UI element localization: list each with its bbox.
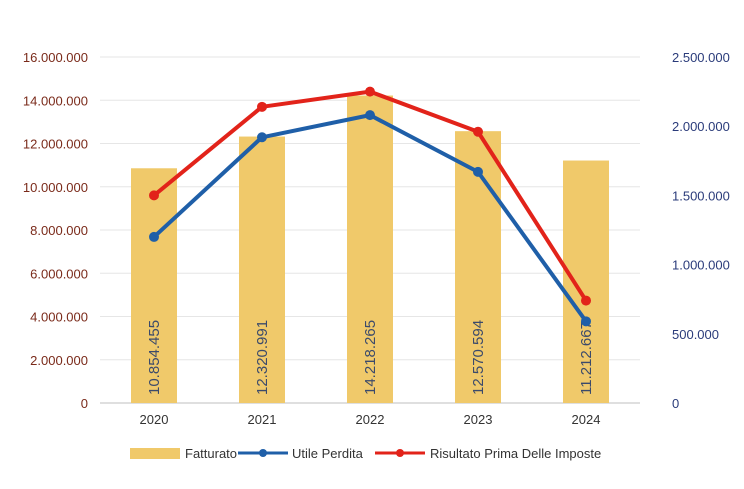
bar-label-2024: 11.212.667 [578, 321, 595, 395]
y-left-tick-label: 16.000.000 [23, 50, 88, 65]
point-risultato-prima-delle-imposte-2020 [149, 190, 159, 201]
y-left-tick-label: 2.000.000 [30, 353, 88, 368]
y-right-tick-label: 1.500.000 [672, 188, 730, 203]
y-right-tick-label: 2.500.000 [672, 50, 730, 65]
y-axis-left: 0 2.000.000 4.000.000 6.000.000 8.000.000 10.… [23, 50, 88, 411]
x-tick-label-2023: 2023 [464, 412, 493, 427]
point-utile-perdita-2024 [581, 316, 591, 327]
legend-label-risultato: Risultato Prima Delle Imposte [430, 446, 601, 461]
bar-label-2022: 14.218.265 [362, 320, 379, 395]
bar-fatturato-2024 [563, 160, 609, 403]
y-left-tick-label: 12.000.000 [23, 137, 88, 152]
point-risultato-prima-delle-imposte-2021 [257, 101, 267, 112]
x-tick-label-2020: 2020 [140, 412, 169, 427]
bar-fatturato-2022 [347, 95, 393, 403]
y-right-tick-label: 500.000 [672, 327, 719, 342]
point-risultato-prima-delle-imposte-2023 [473, 126, 483, 137]
y-right-tick-label: 1.000.000 [672, 258, 730, 273]
y-left-tick-label: 8.000.000 [30, 223, 88, 238]
point-utile-perdita-2020 [149, 231, 159, 242]
x-tick-label-2021: 2021 [248, 412, 277, 427]
y-left-tick-label: 6.000.000 [30, 266, 88, 281]
y-axis-right: 0 500.000 1.000.000 1.500.000 2.000.000 2.500… [672, 50, 730, 411]
legend-swatch-risultato-marker [396, 449, 404, 457]
bar-label-2021: 12.320.991 [254, 320, 271, 395]
bar-fatturato-2021 [239, 136, 285, 403]
legend-swatch-fatturato [130, 448, 180, 459]
bar-series-fatturato [131, 95, 609, 404]
y-left-tick-label: 10.000.000 [23, 180, 88, 195]
y-left-tick-label: 4.000.000 [30, 310, 88, 325]
bar-label-2020: 10.854.455 [146, 320, 163, 395]
legend-swatch-utile-marker [259, 449, 267, 457]
legend: Fatturato Utile Perdita Risultato Prima … [130, 446, 601, 461]
y-right-tick-label: 0 [672, 396, 679, 411]
legend-label-utile-perdita: Utile Perdita [292, 446, 364, 461]
x-tick-label-2022: 2022 [356, 412, 385, 427]
point-utile-perdita-2021 [257, 132, 267, 143]
x-tick-label-2024: 2024 [572, 412, 601, 427]
y-left-tick-label: 0 [81, 396, 88, 411]
y-right-tick-label: 2.000.000 [672, 119, 730, 134]
bar-label-2023: 12.570.594 [470, 320, 487, 395]
point-risultato-prima-delle-imposte-2022 [365, 86, 375, 97]
bar-fatturato-2020 [131, 168, 177, 403]
bar-data-labels: 10.854.455 12.320.991 14.218.265 12.570.594… [146, 320, 595, 395]
y-left-tick-label: 14.000.000 [23, 93, 88, 108]
line-series [149, 86, 591, 327]
legend-label-fatturato: Fatturato [185, 446, 237, 461]
point-utile-perdita-2022 [365, 110, 375, 121]
point-utile-perdita-2023 [473, 166, 483, 177]
x-axis: 2020 2021 2022 2023 2024 [140, 412, 601, 427]
point-risultato-prima-delle-imposte-2024 [581, 295, 591, 306]
